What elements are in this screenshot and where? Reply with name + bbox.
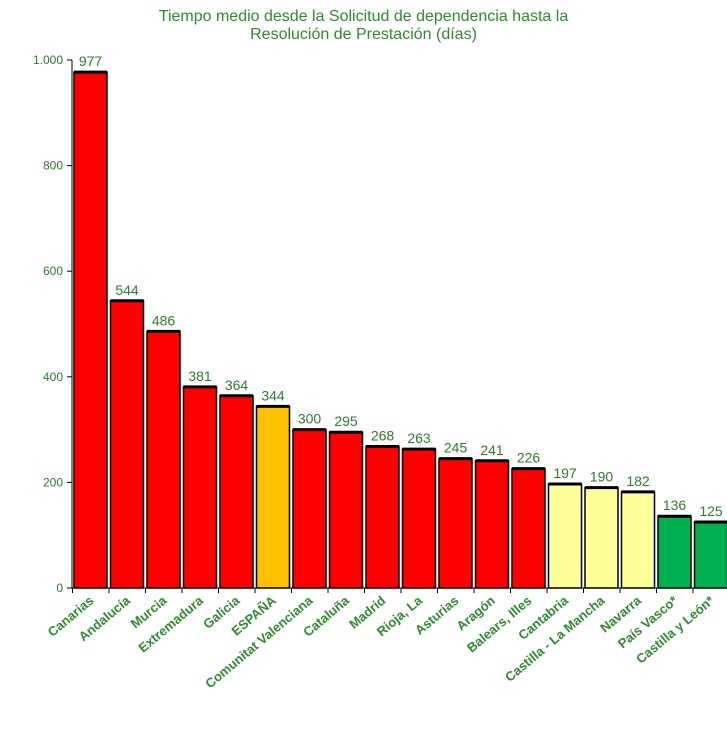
y-tick-label: 800 — [43, 159, 63, 173]
bar — [182, 386, 218, 589]
bar — [547, 483, 583, 589]
bar — [401, 448, 437, 589]
bar — [511, 467, 546, 589]
y-tick-label: 400 — [43, 370, 63, 384]
y-tick-label: 1.000 — [33, 53, 63, 67]
bar — [620, 491, 656, 589]
chart-title-line-1: Tiempo medio desde la Solicitud de depen… — [158, 8, 569, 25]
data-label: 245 — [444, 440, 468, 456]
bar — [73, 71, 108, 589]
bar — [365, 445, 400, 589]
data-label: 268 — [371, 427, 395, 443]
data-label: 263 — [407, 430, 431, 446]
data-label: 241 — [480, 442, 504, 458]
data-label: 977 — [79, 53, 103, 69]
bar — [255, 405, 291, 589]
bar — [693, 521, 727, 589]
data-label: 381 — [188, 368, 212, 384]
bar — [438, 457, 473, 589]
chart-title-line-2: Resolución de Prestación (días) — [250, 26, 477, 43]
data-label: 197 — [553, 465, 577, 481]
data-label: 226 — [517, 450, 541, 466]
bar — [657, 515, 692, 589]
data-label: 295 — [334, 413, 358, 429]
bar — [292, 428, 327, 589]
data-label: 344 — [261, 387, 285, 403]
bar — [584, 486, 619, 589]
bar — [109, 300, 145, 589]
data-label: 364 — [225, 377, 249, 393]
data-label: 544 — [115, 282, 139, 298]
y-tick-label: 600 — [43, 264, 63, 278]
data-label: 136 — [663, 497, 687, 513]
data-label: 300 — [298, 411, 322, 427]
bar — [219, 395, 254, 589]
y-tick-label: 0 — [56, 581, 63, 595]
data-label: 125 — [699, 503, 723, 519]
y-tick-label: 200 — [43, 475, 63, 489]
bar — [474, 460, 510, 589]
data-label: 486 — [152, 312, 176, 328]
bar — [328, 431, 364, 589]
data-label: 182 — [626, 473, 650, 489]
bar — [146, 330, 181, 589]
data-label: 190 — [590, 469, 614, 485]
